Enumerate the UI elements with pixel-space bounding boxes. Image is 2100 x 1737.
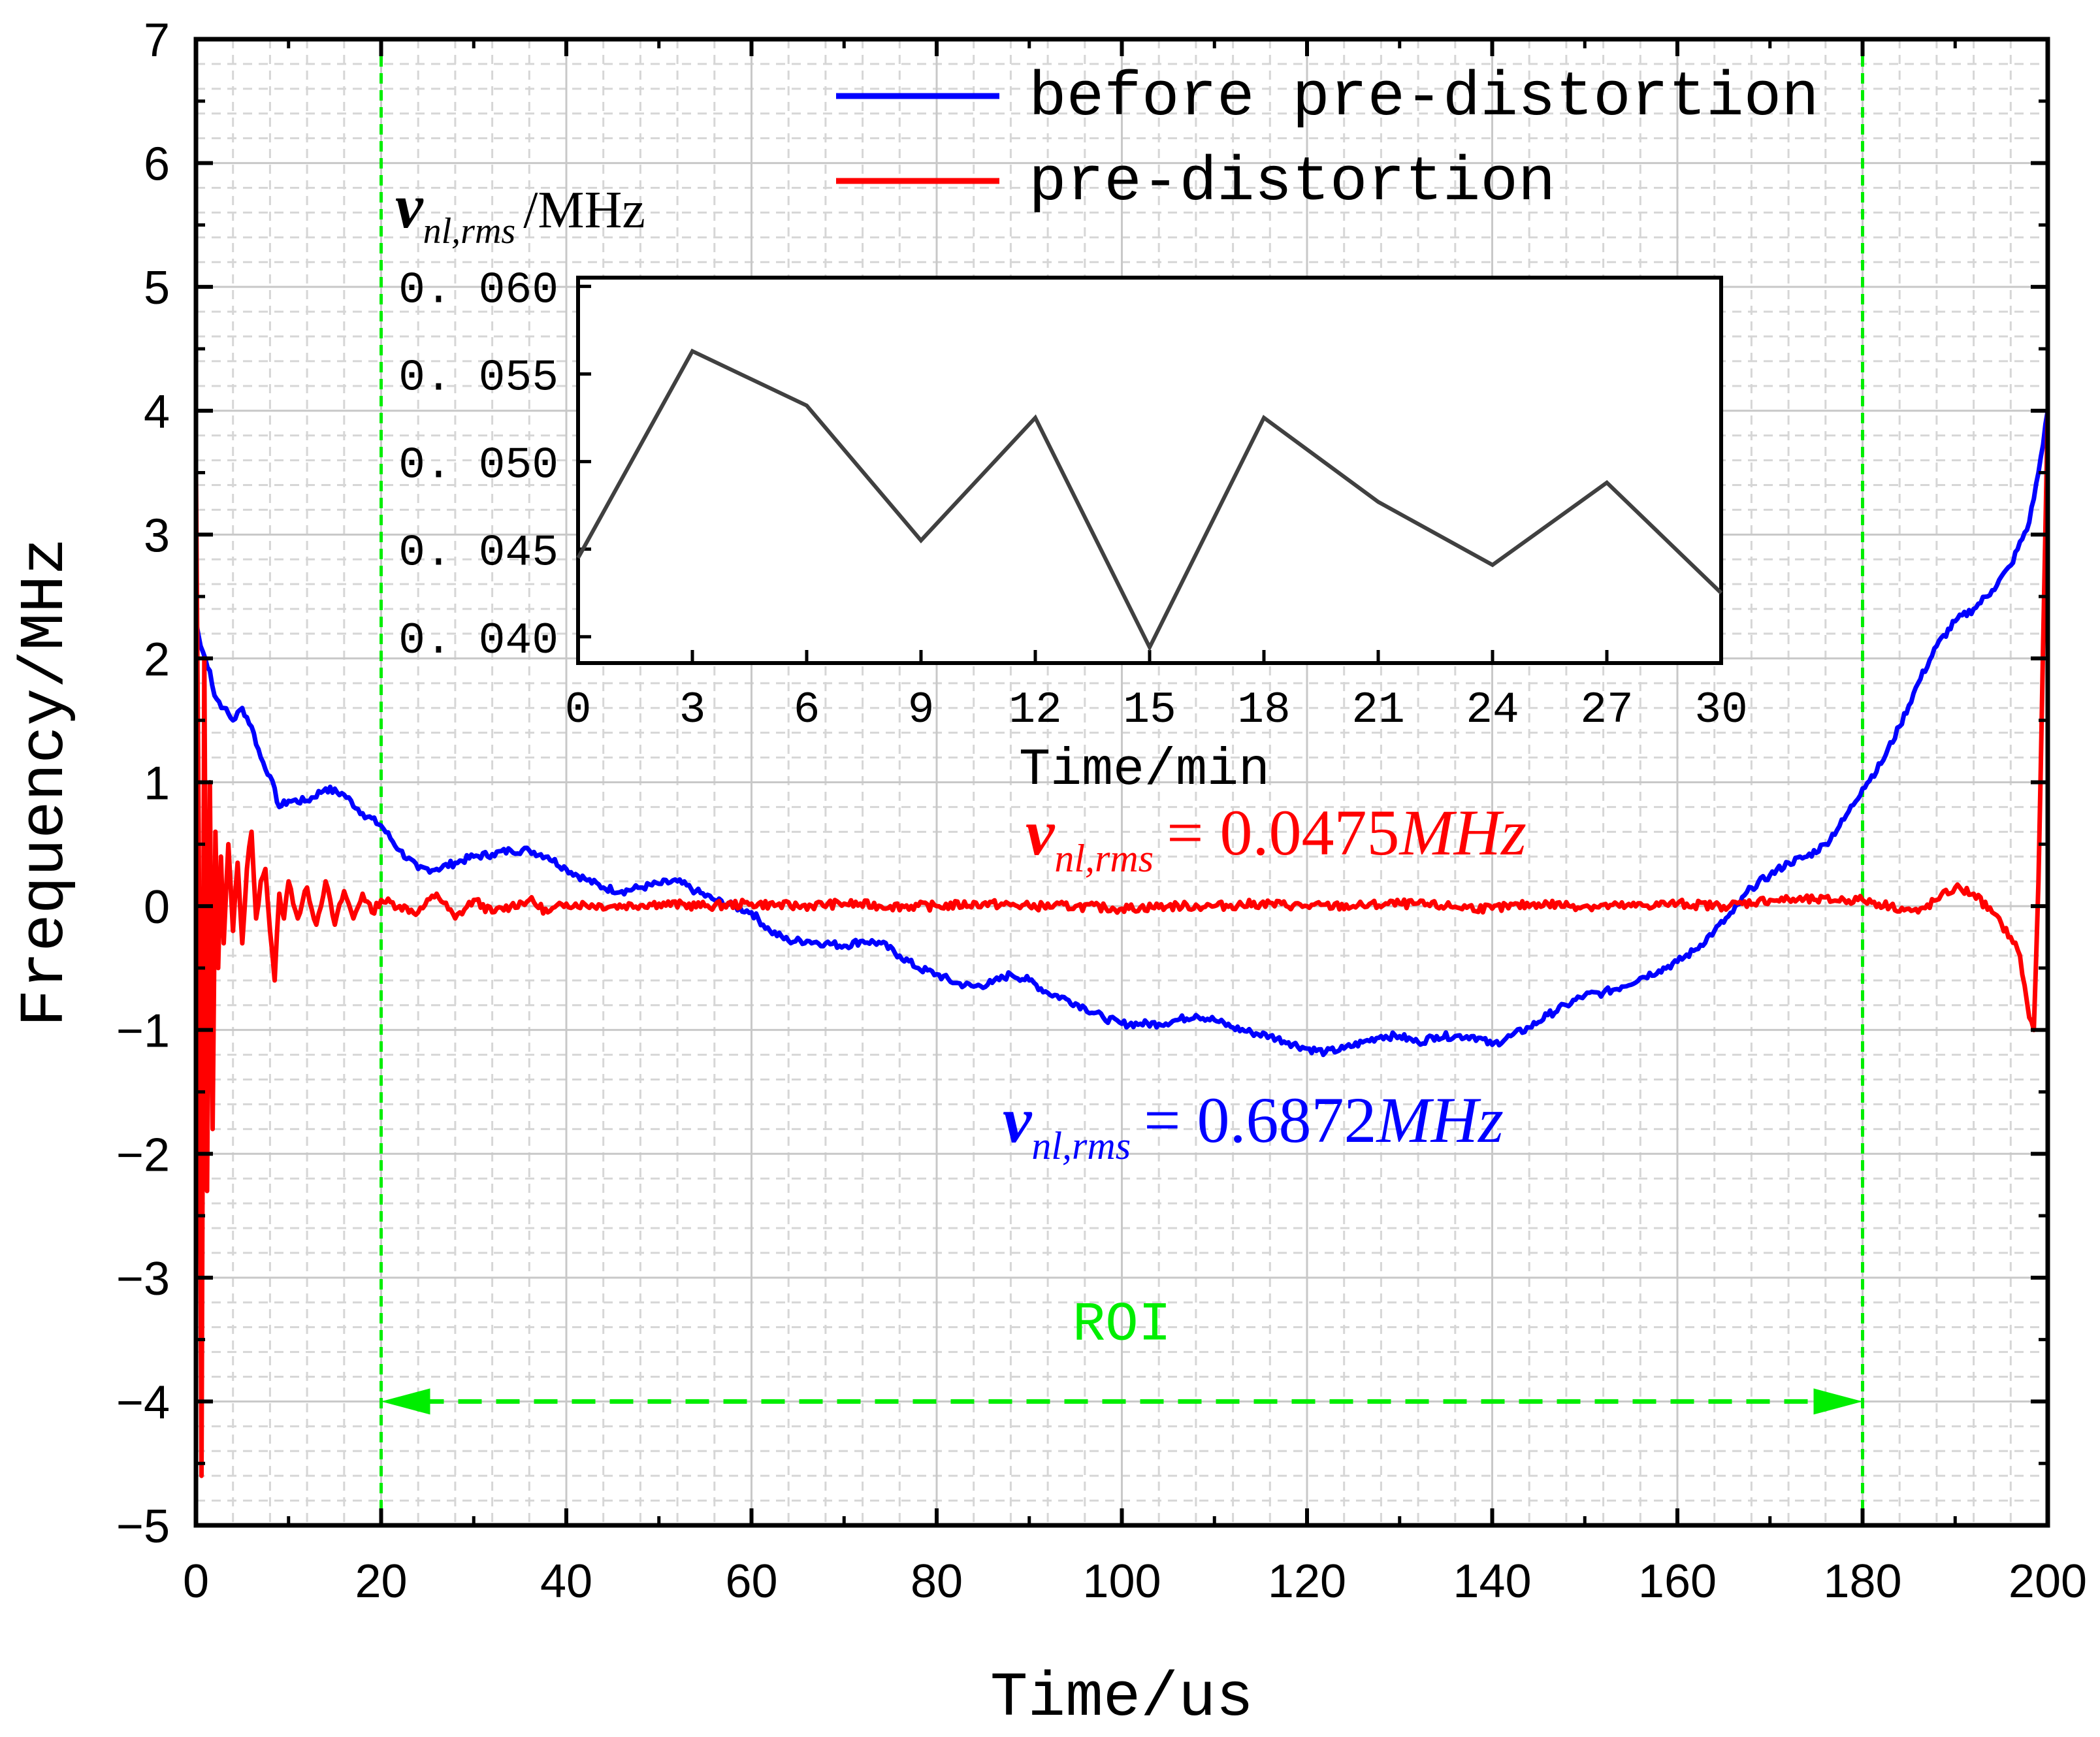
annotation-symbol: v <box>1003 1084 1033 1156</box>
inset-x-tick-label: 24 <box>1466 685 1519 736</box>
x-tick-label: 120 <box>1268 1555 1346 1608</box>
y-tick-label: −4 <box>116 1376 170 1429</box>
inset-x-tick-label: 6 <box>794 685 820 736</box>
inset-chart: 0 3 6 9 12 15 18 21 24 27 30 0. 040 0. 045 0. 050 0. 0… <box>395 171 1748 800</box>
series-line-pre-distortion <box>193 410 2050 1478</box>
legend-label: pre-distortion <box>1029 147 1556 218</box>
inset-series-line <box>576 348 1723 652</box>
y-tick-label: −2 <box>116 1129 170 1181</box>
y-tick-label: 7 <box>144 14 170 67</box>
x-tick-label: 0 <box>183 1555 209 1608</box>
inset-x-tick-label: 18 <box>1237 685 1291 736</box>
roi-markers: ROI <box>380 39 1864 1525</box>
y-tick-label: 1 <box>144 758 170 810</box>
annotation-value: = 0.6872 <box>1144 1084 1376 1156</box>
annotation-blue-vnlrms: vnl,rms = 0.6872MHz <box>1003 1084 1504 1167</box>
axis-labels: Time/us Frequency/MHz <box>10 538 1253 1734</box>
roi-arrow-right-head <box>1813 1388 1863 1415</box>
x-tick-label: 180 <box>1823 1555 1901 1608</box>
inset-frame <box>576 276 1723 665</box>
main-series <box>193 410 2050 1478</box>
y-axis-label: Frequency/MHz <box>10 538 81 1027</box>
inset-x-tick-label: 15 <box>1123 685 1176 736</box>
y-tick-label: 3 <box>144 510 170 562</box>
x-tick-label: 40 <box>540 1555 592 1608</box>
inset-y-tick-label: 0. 040 <box>398 616 558 666</box>
inset-x-tick-label: 9 <box>908 685 935 736</box>
x-tick-label: 20 <box>355 1555 407 1608</box>
annotation-value: = 0.0475 <box>1167 796 1399 869</box>
roi-label: ROI <box>1073 1295 1171 1357</box>
inset-x-tick-label: 30 <box>1694 685 1748 736</box>
y-tick-label: −1 <box>116 1005 170 1058</box>
inset-y-subscript: nl,rms <box>423 211 516 252</box>
inset-y-tick-label: 0. 050 <box>398 441 558 491</box>
x-tick-label: 60 <box>725 1555 777 1608</box>
y-tick-label: 6 <box>144 138 170 191</box>
y-tick-label: 0 <box>144 881 170 933</box>
legend-label: before pre-distortion <box>1029 62 1819 133</box>
roi-arrow-left-head <box>381 1388 430 1415</box>
inset-x-tick-label: 0 <box>565 685 592 736</box>
y-tick-label: 4 <box>144 386 170 438</box>
inset-x-tick-label: 27 <box>1580 685 1634 736</box>
x-tick-label: 160 <box>1638 1555 1717 1608</box>
inset-x-tick-label: 12 <box>1009 685 1062 736</box>
y-tick-label: −3 <box>116 1253 170 1305</box>
y-tick-label: 2 <box>144 634 170 686</box>
y-tick-label: 5 <box>144 262 170 314</box>
inset-y-tick-label: 0. 060 <box>398 265 558 316</box>
x-tick-label: 100 <box>1082 1555 1161 1608</box>
inset-y-tick-label: 0. 045 <box>398 528 558 579</box>
x-tick-label: 140 <box>1453 1555 1531 1608</box>
annotation-unit: MHz <box>1398 796 1527 869</box>
inset-y-unit: /MHz <box>523 182 645 239</box>
annotation-subscript: nl,rms <box>1031 1124 1131 1167</box>
inset-y-tick-label: 0. 055 <box>398 353 558 404</box>
annotation-red-vnlrms: vnl,rms = 0.0475MHz <box>1026 796 1527 880</box>
annotation-symbol: v <box>1026 796 1056 869</box>
annotation-subscript: nl,rms <box>1054 837 1154 880</box>
annotation-unit: MHz <box>1376 1084 1504 1156</box>
inset-y-symbol: v <box>395 171 424 241</box>
inset-y-axis-label: vnl,rms/MHz <box>395 171 645 252</box>
y-tick-label: −5 <box>116 1501 170 1553</box>
x-axis-label: Time/us <box>990 1663 1253 1734</box>
x-tick-label: 80 <box>911 1555 963 1608</box>
legend: before pre-distortion pre-distortion <box>836 62 1819 218</box>
inset-x-tick-label: 21 <box>1351 685 1405 736</box>
axis-ticks: 0 20 40 60 80 100 120 140 160 180 200−5−4−3−2−1012… <box>116 14 2087 1608</box>
inset-x-tick-label: 3 <box>679 685 706 736</box>
x-tick-label: 200 <box>2009 1555 2087 1608</box>
inset-x-axis-label: Time/min <box>1019 741 1270 800</box>
